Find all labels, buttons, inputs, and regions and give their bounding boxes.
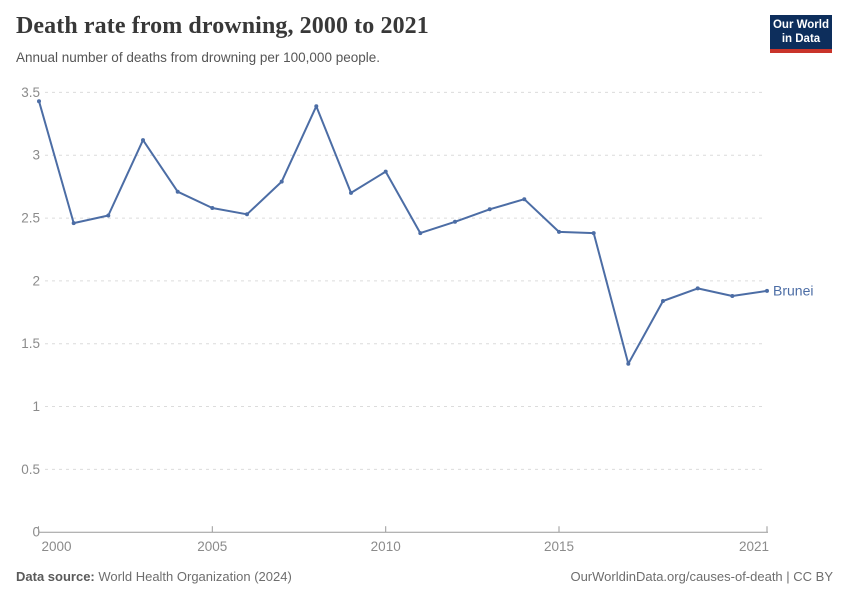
x-tick-label: 2021	[739, 539, 769, 554]
owid-logo-line2: in Data	[781, 32, 821, 45]
attribution: OurWorldinData.org/causes-of-death | CC …	[570, 569, 833, 584]
data-source: Data source: World Health Organization (…	[16, 569, 292, 584]
data-point	[626, 361, 631, 366]
data-point	[453, 219, 457, 224]
y-tick-label: 1.5	[21, 336, 40, 351]
x-tick-label: 2005	[197, 539, 227, 554]
chart-footer: Data source: World Health Organization (…	[16, 569, 833, 584]
data-point	[487, 207, 492, 212]
data-point	[314, 104, 319, 109]
data-point	[279, 179, 284, 184]
data-point	[661, 299, 665, 303]
owid-logo-underline	[770, 49, 832, 53]
x-tick-label: 2010	[371, 539, 401, 554]
y-tick-label: 3	[32, 148, 40, 163]
owid-logo-text: Our World in Data	[770, 15, 832, 49]
y-tick-label: 1	[32, 399, 40, 414]
data-point	[245, 212, 249, 217]
data-source-value: World Health Organization (2024)	[98, 569, 292, 584]
y-tick-label: 0.5	[21, 462, 40, 477]
x-tick-label: 2015	[544, 539, 574, 554]
y-tick-label: 0	[32, 525, 40, 540]
data-point	[695, 286, 700, 291]
y-tick-label: 3.5	[21, 85, 40, 100]
y-tick-label: 2.5	[21, 211, 40, 226]
data-point	[349, 190, 353, 195]
y-tick-label: 2	[32, 273, 40, 288]
owid-logo-line1: Our World	[772, 19, 829, 31]
data-source-label: Data source:	[16, 569, 95, 584]
data-point	[765, 288, 769, 293]
chart-title: Death rate from drowning, 2000 to 2021	[16, 13, 429, 39]
data-point	[141, 138, 145, 143]
data-point	[106, 213, 111, 218]
owid-logo: Our World in Data	[770, 15, 832, 53]
data-point	[37, 99, 41, 104]
line-series-brunei	[38, 100, 768, 365]
data-point	[210, 206, 215, 210]
data-point	[522, 197, 527, 202]
data-point	[730, 294, 735, 298]
data-point	[557, 229, 561, 234]
chart-subtitle: Annual number of deaths from drowning pe…	[16, 50, 380, 65]
data-point	[383, 169, 388, 174]
data-point	[418, 231, 423, 236]
data-point	[175, 189, 180, 194]
x-tick-label: 2000	[42, 539, 72, 554]
data-point	[71, 221, 76, 226]
data-point	[591, 231, 596, 236]
series-label: Brunei	[773, 282, 813, 298]
